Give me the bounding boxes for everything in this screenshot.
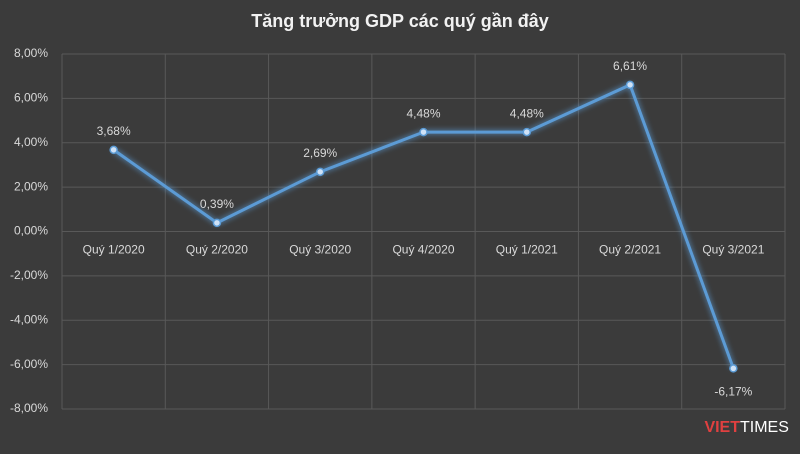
chart-title: Tăng trưởng GDP các quý gần đây (251, 11, 549, 31)
point (522, 127, 532, 137)
point (109, 145, 118, 155)
y-tick-label: -8,00% (10, 401, 48, 415)
data-label: 6,61% (613, 59, 647, 73)
y-tick-label: 4,00% (14, 135, 48, 149)
x-tick-label: Quý 3/2021 (702, 243, 764, 257)
y-tick-label: -4,00% (10, 312, 48, 326)
data-label: 3,68% (97, 124, 131, 138)
logo-part: VIET (704, 419, 740, 436)
x-tick-label: Quý 4/2020 (392, 243, 454, 257)
point (625, 80, 635, 90)
y-tick-label: 6,00% (14, 91, 48, 105)
point (212, 218, 222, 228)
x-tick-label: Quý 2/2020 (186, 243, 248, 257)
x-tick-label: Quý 1/2020 (83, 243, 145, 257)
data-label: 4,48% (406, 106, 440, 120)
x-tick-label: Quý 1/2021 (496, 243, 558, 257)
logo-part: TIMES (740, 419, 789, 436)
point (419, 127, 428, 137)
data-label: 4,48% (510, 106, 544, 120)
y-tick-label: 8,00% (14, 46, 48, 60)
data-label: 2,69% (303, 146, 337, 160)
x-tick-label: Quý 2/2021 (599, 243, 661, 257)
point (315, 167, 325, 177)
y-tick-label: -2,00% (10, 268, 48, 282)
y-tick-label: -6,00% (10, 357, 48, 371)
data-label: -6,17% (714, 385, 752, 399)
data-label: 0,39% (200, 197, 234, 211)
y-tick-label: 0,00% (14, 224, 48, 238)
y-tick-label: 2,00% (14, 179, 48, 193)
point (729, 364, 738, 373)
x-tick-label: Quý 3/2020 (289, 243, 351, 257)
